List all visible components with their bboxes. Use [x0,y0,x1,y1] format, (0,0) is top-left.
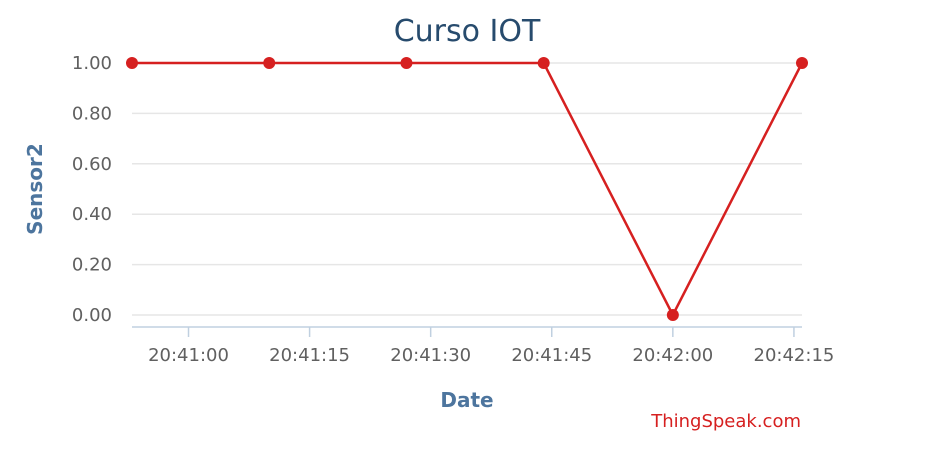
data-point[interactable] [666,309,679,321]
y-axis-ticks: 0.00 0.20 0.40 0.60 0.80 1.00 [72,53,112,326]
y-tick-label: 0.00 [72,305,112,326]
chart-title: Curso IOT [394,14,541,49]
x-axis-ticks: 20:41:00 20:41:15 20:41:30 20:41:45 20:42:00… [148,327,834,366]
grid-lines [132,62,802,316]
data-point[interactable] [263,57,276,69]
y-tick-label: 1.00 [72,53,112,74]
x-axis-title: Date [440,388,493,412]
x-tick-label: 20:41:45 [511,345,592,366]
y-tick-label: 0.20 [72,255,112,276]
x-tick-label: 20:41:00 [148,345,229,366]
credit-link[interactable]: ThingSpeak.com [650,411,801,432]
y-tick-label: 0.60 [72,154,112,175]
x-tick-label: 20:42:15 [754,345,835,366]
series-line [132,61,804,317]
y-tick-label: 0.80 [72,103,112,124]
x-tick-label: 20:41:30 [390,345,471,366]
data-point[interactable] [400,57,413,69]
x-tick-label: 20:41:15 [269,345,350,366]
data-point[interactable] [126,57,138,69]
data-point[interactable] [796,57,808,69]
data-point[interactable] [537,57,550,69]
series-sensor2 [126,57,808,321]
x-tick-label: 20:42:00 [632,345,713,366]
y-tick-label: 0.40 [72,204,112,225]
y-axis-title: Sensor2 [23,143,47,235]
